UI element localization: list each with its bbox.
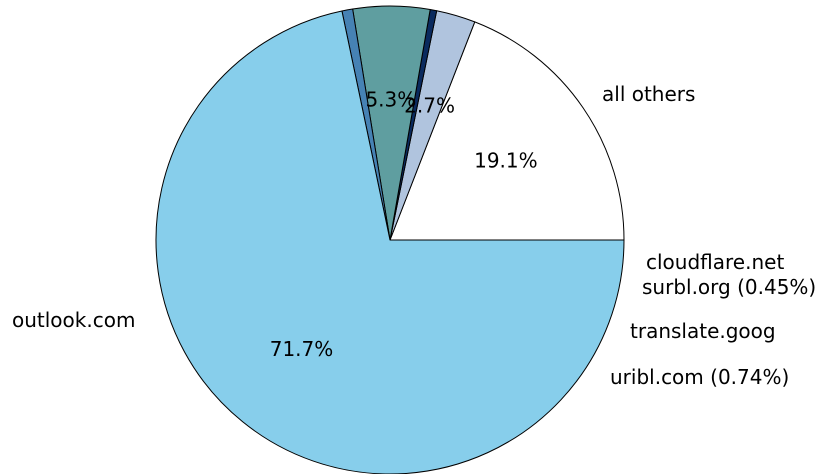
slice-category-label: uribl.com (0.74%) <box>610 365 789 389</box>
slice-percent-label: 71.7% <box>270 337 334 361</box>
slice-percent-label: 19.1% <box>474 149 538 173</box>
pie-slice-all-others <box>389 21 625 241</box>
slice-category-label: surbl.org (0.45%) <box>642 275 816 299</box>
slice-category-label: all others <box>602 82 695 106</box>
pie-slice-outlook-com <box>155 10 625 474</box>
pie-labels: 19.1% all others 2.7% cloudflare.netsurbl.o… <box>12 82 816 389</box>
slice-category-label: translate.goog <box>630 319 776 343</box>
slice-category-label: cloudflare.net <box>646 250 784 274</box>
slice-percent-label: 5.3% <box>365 88 416 112</box>
slice-percent-label: 2.7% <box>404 93 455 117</box>
pie-wedges <box>155 5 625 474</box>
slice-category-label: outlook.com <box>12 308 135 332</box>
